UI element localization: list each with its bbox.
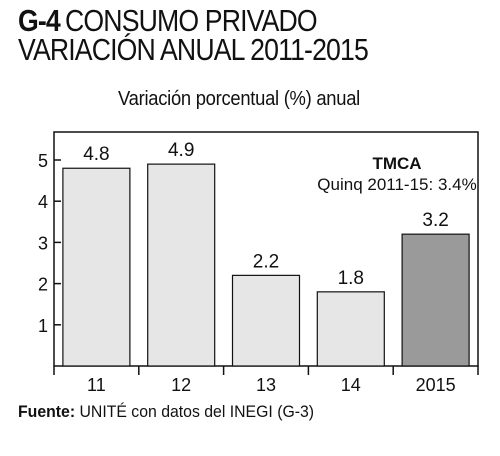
- data-label: 4.8: [83, 144, 109, 165]
- y-tick-label: 5: [38, 151, 48, 171]
- title-line-1: CONSUMO PRIVADO: [65, 3, 318, 38]
- data-label: 3.2: [422, 210, 448, 231]
- tmca-text: Quinq 2011-15: 3.4%: [317, 175, 476, 194]
- x-tick-label: 11: [87, 375, 106, 395]
- bar-11: [62, 167, 131, 367]
- chart-code: G-4: [18, 3, 61, 38]
- x-tick-label: 2015: [416, 375, 456, 395]
- tmca-heading: TMCA: [372, 154, 421, 173]
- x-tick-label: 14: [341, 375, 361, 395]
- source-note: Fuente: UNITÉ con datos del INEGI (G-3): [18, 402, 314, 422]
- y-tick-label: 2: [38, 275, 48, 295]
- bar-13: [231, 274, 301, 367]
- source-label: Fuente:: [18, 402, 76, 421]
- data-label: 4.9: [168, 140, 194, 161]
- bar-12: [147, 163, 216, 367]
- y-tick-label: 1: [38, 316, 48, 336]
- data-label: 1.8: [338, 268, 364, 289]
- x-tick-label: 12: [171, 375, 191, 395]
- chart-title: G-4 CONSUMO PRIVADO VARIACIÓN ANUAL 2011-…: [18, 3, 369, 67]
- bar-14: [316, 291, 385, 367]
- source-text: UNITÉ con datos del INEGI (G-3): [75, 402, 315, 421]
- y-tick-label: 4: [38, 192, 48, 212]
- data-label: 2.2: [253, 251, 279, 272]
- chart-subtitle: Variación porcentual (%) anual: [118, 88, 360, 110]
- x-tick-label: 13: [256, 375, 276, 395]
- y-tick-label: 3: [38, 233, 48, 253]
- title-line-2: VARIACIÓN ANUAL 2011-2015: [18, 32, 369, 67]
- bar-2015: [401, 233, 470, 367]
